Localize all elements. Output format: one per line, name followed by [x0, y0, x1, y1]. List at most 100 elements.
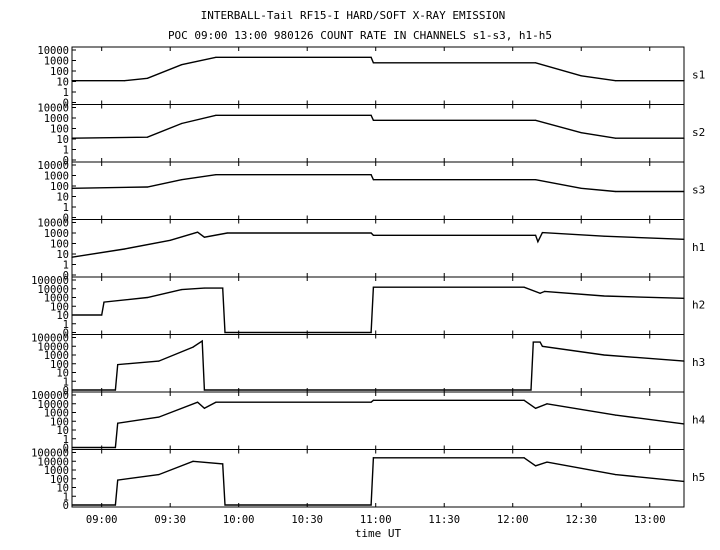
x-tick-label: 11:30 — [428, 514, 460, 526]
data-point — [614, 137, 617, 139]
data-point — [683, 297, 685, 299]
data-point — [370, 331, 372, 334]
data-point — [614, 80, 617, 82]
data-point — [370, 174, 372, 176]
data-point — [683, 238, 685, 240]
y-tick-label: 1 — [63, 434, 69, 446]
data-point — [71, 187, 73, 189]
y-tick-label: 1000 — [44, 228, 69, 240]
y-tick-label: 10000 — [37, 160, 69, 172]
y-tick-label: 10000 — [37, 218, 69, 230]
y-tick-label: 1000 — [44, 171, 69, 183]
data-point — [539, 341, 541, 343]
data-point — [114, 504, 116, 506]
data-point — [117, 422, 119, 424]
series-line-s1 — [72, 56, 684, 82]
panel-label: h2 — [692, 299, 705, 312]
y-tick-label: 1000 — [44, 465, 69, 477]
data-point — [158, 416, 160, 418]
data-point — [101, 314, 103, 316]
data-point — [534, 62, 537, 64]
data-point — [181, 288, 183, 291]
data-point — [683, 80, 685, 82]
panel-label: h4 — [692, 414, 706, 427]
data-point — [215, 114, 217, 116]
data-point — [146, 77, 148, 79]
data-point — [215, 401, 217, 403]
data-point — [196, 401, 199, 403]
data-point — [530, 389, 532, 391]
y-tick-label: 10000 — [37, 456, 69, 468]
y-tick-label: 100 — [50, 474, 69, 486]
y-tick-label: 10 — [56, 134, 69, 146]
y-tick-label: 10 — [56, 310, 69, 322]
data-point — [123, 248, 126, 250]
data-point — [158, 360, 160, 362]
data-point — [683, 360, 685, 362]
x-tick-label: 12:00 — [497, 514, 529, 526]
data-point — [192, 460, 194, 462]
data-point — [181, 122, 183, 125]
chart-title-line-2: POC 09:00 13:00 980126 COUNT RATE IN CHA… — [168, 29, 552, 42]
data-point — [169, 239, 171, 241]
series-line-h5 — [72, 457, 685, 506]
series-line-h1 — [71, 231, 685, 258]
y-tick-label: 100 — [50, 239, 69, 251]
data-point — [146, 136, 148, 138]
data-point — [203, 236, 206, 238]
panel-label: h5 — [692, 471, 705, 484]
y-tick-label: 0 — [63, 213, 69, 225]
data-point — [224, 504, 226, 506]
y-tick-label: 1000 — [44, 350, 69, 362]
data-point — [534, 234, 537, 236]
data-point — [372, 62, 375, 64]
y-tick-label: 1000 — [44, 56, 69, 68]
y-tick-label: 100 — [50, 66, 69, 78]
y-tick-label: 10000 — [37, 103, 69, 115]
data-point — [370, 114, 372, 116]
data-point — [71, 446, 73, 449]
data-point — [372, 399, 375, 401]
data-point — [683, 190, 685, 193]
y-tick-label: 1 — [63, 145, 69, 157]
y-tick-label: 1 — [63, 376, 69, 388]
data-point — [537, 241, 539, 243]
y-tick-label: 1 — [63, 319, 69, 331]
panel-stack: 1000010001001010s11000010001001010s21000… — [31, 45, 706, 512]
y-tick-label: 1000 — [44, 408, 69, 420]
data-point — [580, 132, 582, 134]
y-tick-label: 1000 — [44, 113, 69, 125]
y-tick-label: 100 — [50, 124, 69, 136]
data-point — [534, 179, 537, 181]
y-tick-label: 100 — [50, 359, 69, 371]
chart-title-line-1: INTERBALL-Tail RF15-I HARD/SOFT X-RAY EM… — [201, 9, 506, 22]
data-point — [544, 290, 546, 292]
data-point — [523, 457, 525, 459]
y-tick-label: 0 — [63, 155, 69, 167]
data-point — [117, 363, 119, 366]
data-point — [603, 295, 605, 297]
x-axis: 09:00 09:30 10:00 10:30 11:00 11:30 12:00 12:30… — [86, 514, 666, 526]
data-point — [181, 179, 183, 181]
data-point — [103, 301, 105, 303]
y-tick-label: 1 — [63, 491, 69, 503]
data-point — [372, 234, 375, 236]
y-tick-label: 10 — [56, 192, 69, 204]
data-point — [546, 403, 548, 405]
data-point — [196, 231, 199, 233]
data-point — [114, 446, 116, 449]
data-point — [370, 232, 372, 234]
panel-frame — [71, 334, 685, 393]
y-tick-label: 100000 — [31, 333, 69, 345]
y-tick-label: 1 — [63, 202, 69, 214]
data-point — [614, 190, 617, 193]
panel-frame — [71, 161, 685, 220]
data-point — [114, 389, 116, 391]
data-point — [546, 461, 548, 463]
y-tick-label: 0 — [63, 500, 69, 512]
data-point — [370, 504, 372, 506]
